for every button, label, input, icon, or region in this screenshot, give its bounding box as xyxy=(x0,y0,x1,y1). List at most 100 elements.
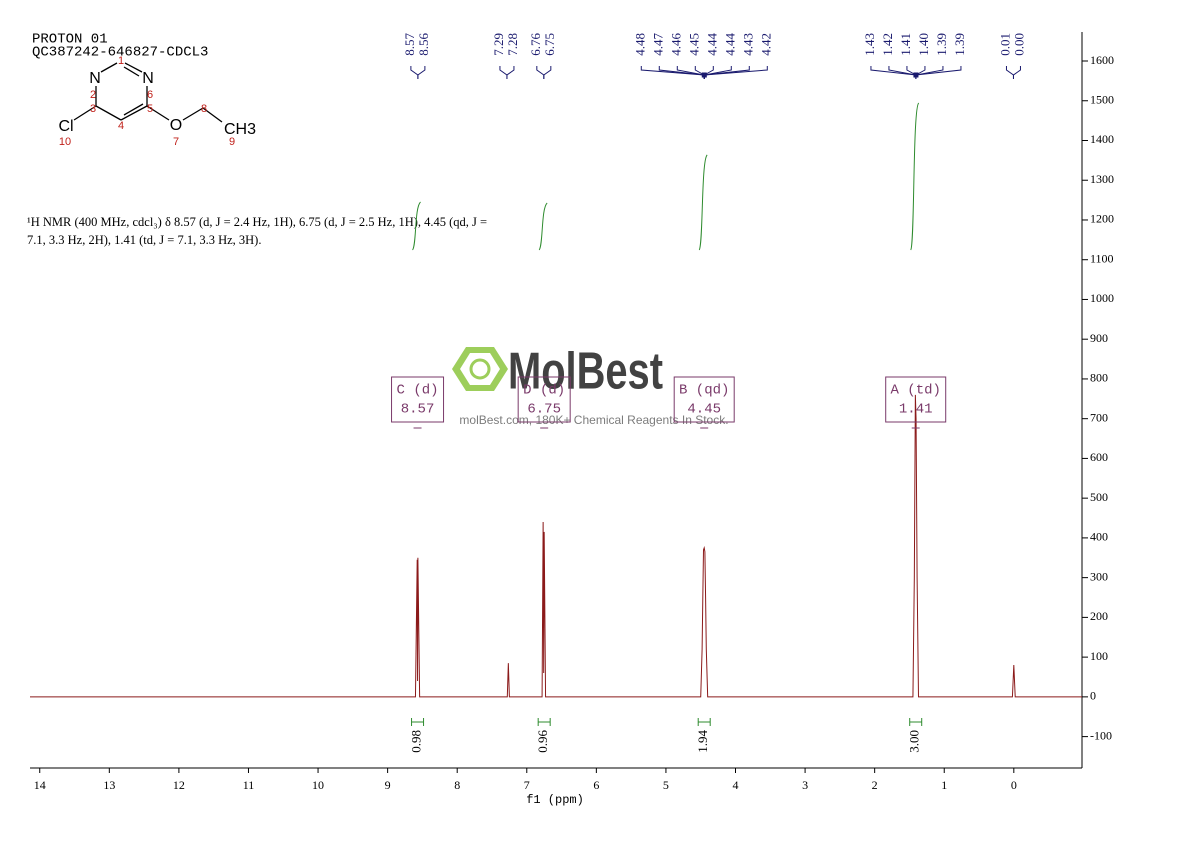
atom-numbers: 1 2 3 4 5 6 7 8 9 10 xyxy=(59,55,235,148)
bond xyxy=(123,103,144,116)
x-tick-label: 5 xyxy=(663,778,669,792)
peak-connector xyxy=(915,66,962,79)
atom-number: 10 xyxy=(59,136,71,148)
peak-label: 1.39 xyxy=(952,33,967,56)
peak-connector xyxy=(870,66,917,79)
logo xyxy=(460,353,500,385)
nmr-description: 7.1, 3.3 Hz, 2H), 1.41 (td, J = 7.1, 3.3… xyxy=(27,233,261,247)
multiplet-box xyxy=(517,376,571,423)
integral-label: 0.96 xyxy=(535,730,550,753)
logo xyxy=(469,358,491,380)
multiplet-shift: 8.57 xyxy=(401,402,435,418)
x-tick-label: 11 xyxy=(243,778,255,792)
x-tick-label: 1 xyxy=(941,778,947,792)
atom-number: 1 xyxy=(118,55,124,67)
y-tick-label: 600 xyxy=(1090,450,1108,464)
x-tick-label: 14 xyxy=(34,778,46,792)
x-tick-label: 7 xyxy=(524,778,530,792)
y-tick-label: 1500 xyxy=(1090,93,1114,107)
peak-label: 8.56 xyxy=(416,33,431,56)
peak-connector xyxy=(1005,66,1014,79)
peak-connector xyxy=(536,66,545,79)
integral-label: 3.00 xyxy=(907,730,922,753)
y-tick-label: 1300 xyxy=(1090,172,1114,186)
atom-number: 5 xyxy=(147,103,153,115)
integral-curve xyxy=(412,201,421,251)
peak-label: 1.41 xyxy=(898,33,913,56)
multiplet-box xyxy=(885,376,947,423)
atom: CH3 xyxy=(224,121,256,138)
peak-marker xyxy=(701,72,707,78)
atom-number: 7 xyxy=(173,136,179,148)
peak-label: 1.39 xyxy=(934,33,949,56)
peak-connector xyxy=(417,66,426,79)
peak-label: 4.43 xyxy=(740,33,755,56)
peak-connector xyxy=(658,66,705,79)
peak-connector xyxy=(1012,66,1021,79)
integral-curve xyxy=(698,154,708,251)
integral-label: 1.94 xyxy=(695,730,710,753)
atom-number: 6 xyxy=(147,89,153,101)
y-tick-label: 100 xyxy=(1090,649,1108,663)
peak-label: 1.42 xyxy=(880,33,895,56)
y-tick-label: 200 xyxy=(1090,609,1108,623)
watermark: MolBest molBest.com, 180K+ Chemical Reag… xyxy=(452,343,729,427)
peak-label: 1.40 xyxy=(916,33,931,56)
peak-label: 0.01 xyxy=(997,33,1012,56)
bond xyxy=(182,107,204,121)
atom: N xyxy=(142,70,154,87)
structure xyxy=(73,62,223,123)
bond xyxy=(202,107,223,123)
multiplet-shift: 4.45 xyxy=(687,402,721,418)
y-tick-label: 400 xyxy=(1090,530,1108,544)
bond xyxy=(100,62,118,73)
x-tick-label: 12 xyxy=(173,778,185,792)
peak-connector xyxy=(499,66,508,79)
y-tick-label: 1400 xyxy=(1090,132,1114,146)
multiplet-box xyxy=(391,376,445,423)
y-tick-label: 300 xyxy=(1090,569,1108,583)
integral-curve xyxy=(538,202,548,251)
x-tick-label: 3 xyxy=(802,778,808,792)
nmr-description: ¹H NMR (400 MHz, cdcl₃) δ 8.57 (d, J = 2… xyxy=(27,215,487,229)
peak-label: 4.42 xyxy=(758,33,773,56)
y-tick-label: 900 xyxy=(1090,331,1108,345)
x-tick-label: 0 xyxy=(1011,778,1017,792)
y-tick-label: 1100 xyxy=(1090,251,1114,265)
peak-marker xyxy=(913,72,919,78)
bond xyxy=(123,66,140,77)
x-axis-label: f1 (ppm) xyxy=(526,793,584,807)
peak-label: 7.28 xyxy=(505,33,520,56)
atom-number: 2 xyxy=(90,89,96,101)
bond xyxy=(73,105,97,121)
peak-label: 4.47 xyxy=(650,33,665,56)
atom-number: 4 xyxy=(118,120,124,132)
atom-number: 8 xyxy=(201,103,207,115)
x-tick-label: 4 xyxy=(733,778,739,792)
peak-label: 4.45 xyxy=(686,33,701,56)
atom-number: 3 xyxy=(90,103,96,115)
multiplet-name: B (qd) xyxy=(679,383,729,399)
watermark-title: MolBest xyxy=(508,343,663,401)
multiplet-name: C (d) xyxy=(397,383,439,399)
multiplet-name: A (td) xyxy=(891,383,941,399)
integral-curve xyxy=(910,102,920,251)
atom: O xyxy=(170,117,182,134)
y-tick-label: 0 xyxy=(1090,689,1096,703)
peak-label: 4.44 xyxy=(722,33,737,56)
x-tick-label: 10 xyxy=(312,778,324,792)
y-tick-label: 1600 xyxy=(1090,53,1114,67)
atom: N xyxy=(89,70,101,87)
peak-connector xyxy=(543,66,552,79)
watermark-text: molBest.com, 180K+ Chemical Reagents In … xyxy=(459,413,728,427)
peak-label: 7.29 xyxy=(491,33,506,56)
y-tick-label: 800 xyxy=(1090,371,1108,385)
y-tick-label: 700 xyxy=(1090,410,1108,424)
peak-label: 6.75 xyxy=(542,33,557,56)
peak-connector xyxy=(410,66,419,79)
peak-connector xyxy=(703,66,750,79)
peak-label: 4.46 xyxy=(668,33,683,56)
y-tick-label: 1200 xyxy=(1090,212,1114,226)
y-tick-label: 500 xyxy=(1090,490,1108,504)
